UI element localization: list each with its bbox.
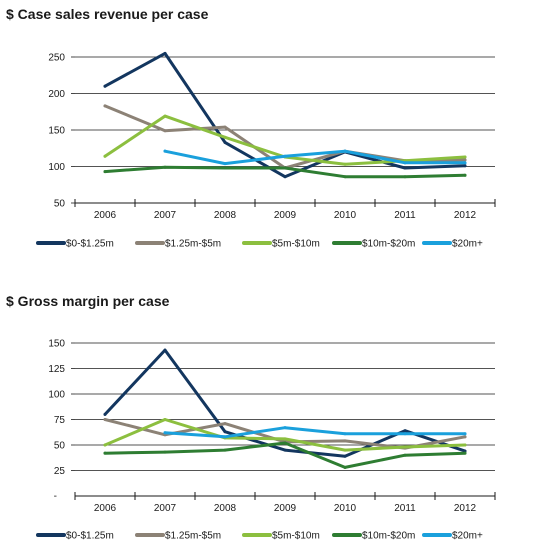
data-point [283, 175, 287, 179]
legend-label: $1.25m-$5m [165, 531, 221, 542]
legend-label: $10m-$20m [362, 531, 415, 542]
y-tick-label: 100 [48, 390, 65, 401]
data-point [223, 430, 227, 434]
y-tick-label: 25 [54, 466, 66, 477]
y-tick-label: 75 [54, 415, 66, 426]
x-tick-label: 2011 [394, 210, 416, 221]
data-point [463, 432, 467, 436]
data-point [163, 149, 167, 153]
legend-label: $0-$1.25m [66, 239, 114, 250]
data-point [163, 431, 167, 435]
y-tick-label: - [54, 491, 57, 502]
data-point [283, 437, 287, 441]
data-point [283, 166, 287, 170]
data-point [163, 114, 167, 118]
case-sales-chart: 50 100 150 200 250 2006 2007 2008 2009 2010 2011 20… [36, 51, 496, 250]
data-point [103, 451, 107, 455]
data-point [103, 418, 107, 421]
x-tick-label: 2007 [154, 503, 177, 514]
data-point [463, 164, 467, 168]
x-tick-label: 2009 [274, 210, 297, 221]
x-tick-label: 2008 [214, 210, 237, 221]
data-point [283, 154, 287, 158]
data-point [103, 104, 107, 108]
data-point [163, 450, 167, 454]
data-point [223, 166, 227, 170]
data-point [343, 454, 347, 458]
data-point [403, 432, 407, 436]
data-point [463, 451, 467, 455]
legend-label: $20m+ [452, 239, 483, 250]
data-point [343, 432, 347, 436]
data-point [103, 170, 107, 174]
data-point [463, 158, 467, 162]
data-point [343, 162, 347, 166]
data-point [403, 445, 407, 449]
data-point [343, 175, 347, 179]
y-tick-label: 150 [48, 339, 65, 350]
series-line-5 [163, 426, 467, 439]
y-tick-label: 250 [48, 53, 65, 64]
x-tick-label: 2010 [334, 503, 357, 514]
data-point [283, 448, 287, 452]
data-point [103, 443, 107, 447]
data-point [403, 429, 407, 433]
chart-title-gross-margin: $ Gross margin per case [6, 293, 170, 309]
data-point [163, 348, 167, 352]
data-point [103, 412, 107, 416]
data-point [223, 125, 227, 129]
data-point [223, 140, 227, 144]
data-point [223, 448, 227, 452]
x-tick-label: 2008 [214, 503, 237, 514]
legend-label: $0-$1.25m [66, 531, 114, 542]
data-point [403, 453, 407, 457]
y-tick-label: 100 [48, 162, 65, 173]
data-point [463, 443, 467, 447]
legend-label: $20m+ [452, 531, 483, 542]
y-tick-label: 150 [48, 126, 65, 137]
data-point [223, 162, 227, 166]
x-tick-label: 2009 [274, 503, 297, 514]
data-point [343, 149, 347, 153]
data-point [103, 154, 107, 158]
data-point [163, 418, 167, 421]
data-point [283, 426, 287, 430]
data-point [343, 465, 347, 469]
data-point [163, 51, 167, 55]
data-point [463, 161, 467, 165]
data-point [463, 435, 467, 439]
data-point [223, 135, 227, 139]
data-point [223, 435, 227, 439]
x-tick-label: 2012 [454, 210, 477, 221]
legend-label: $10m-$20m [362, 239, 415, 250]
x-tick-label: 2007 [154, 210, 177, 221]
data-point [403, 175, 407, 179]
y-tick-label: 50 [54, 441, 66, 452]
series-line-5 [163, 149, 467, 166]
x-tick-label: 2006 [94, 210, 117, 221]
data-point [403, 166, 407, 170]
data-point [403, 161, 407, 165]
x-tick-label: 2006 [94, 503, 117, 514]
data-point [463, 173, 467, 177]
x-tick-label: 2010 [334, 210, 357, 221]
data-point [223, 422, 227, 426]
data-point [163, 129, 167, 133]
data-point [463, 155, 467, 159]
x-tick-label: 2011 [394, 503, 416, 514]
data-point [343, 439, 347, 443]
chart-title-case-sales: $ Case sales revenue per case [6, 6, 209, 22]
data-point [163, 165, 167, 169]
y-tick-label: 200 [48, 89, 65, 100]
y-tick-label: 125 [48, 364, 65, 375]
data-point [343, 448, 347, 452]
y-tick-label: 50 [54, 199, 66, 210]
legend-label: $1.25m-$5m [165, 239, 221, 250]
data-point [283, 441, 287, 445]
x-tick-label: 2012 [454, 503, 477, 514]
legend-label: $5m-$10m [272, 239, 320, 250]
legend-label: $5m-$10m [272, 531, 320, 542]
data-point [103, 84, 107, 88]
